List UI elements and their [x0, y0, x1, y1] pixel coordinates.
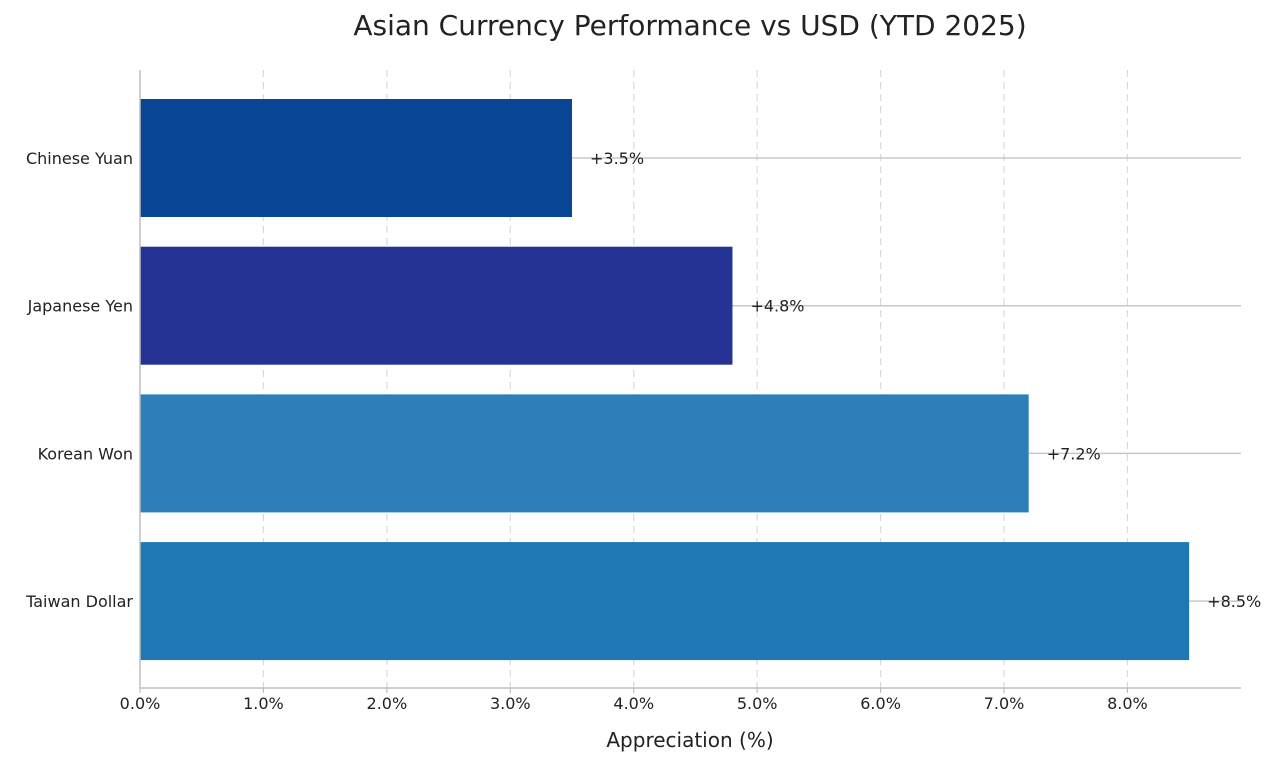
- x-axis-label: Appreciation (%): [606, 728, 773, 752]
- chart-title: Asian Currency Performance vs USD (YTD 2…: [353, 9, 1026, 42]
- x-tick-label: 4.0%: [613, 694, 654, 713]
- bar-layer: [140, 99, 1190, 661]
- category-label: Taiwan Dollar: [25, 592, 133, 611]
- bar-taiwan-dollar: [140, 542, 1190, 661]
- guide-line-layer: [572, 157, 1241, 602]
- bar-chinese-yuan: [140, 99, 573, 217]
- x-tick-label: 3.0%: [490, 694, 531, 713]
- bar-japanese-yen: [140, 246, 733, 365]
- category-label: Korean Won: [38, 444, 133, 463]
- data-label: +3.5%: [590, 149, 644, 168]
- bar-korean-won: [140, 394, 1029, 513]
- data-label: +4.8%: [750, 297, 804, 316]
- x-tick-label: 0.0%: [120, 694, 161, 713]
- category-label: Japanese Yen: [27, 297, 133, 316]
- x-tick-layer: 0.0% 1.0% 2.0% 3.0% 4.0% 5.0% 6.0% 7.0% 8.0%: [120, 688, 1148, 713]
- x-tick-label: 2.0%: [367, 694, 408, 713]
- x-tick-label: 1.0%: [243, 694, 284, 713]
- category-label-layer: Chinese Yuan Japanese Yen Korean Won Taiwan…: [25, 149, 133, 611]
- x-tick-label: 8.0%: [1107, 694, 1148, 713]
- data-label: +8.5%: [1207, 592, 1261, 611]
- x-tick-label: 6.0%: [860, 694, 901, 713]
- category-label: Chinese Yuan: [26, 149, 133, 168]
- data-label: +7.2%: [1047, 444, 1101, 463]
- data-label-layer: +3.5% +4.8% +7.2% +8.5%: [590, 149, 1261, 611]
- x-tick-label: 5.0%: [737, 694, 778, 713]
- x-tick-label: 7.0%: [984, 694, 1025, 713]
